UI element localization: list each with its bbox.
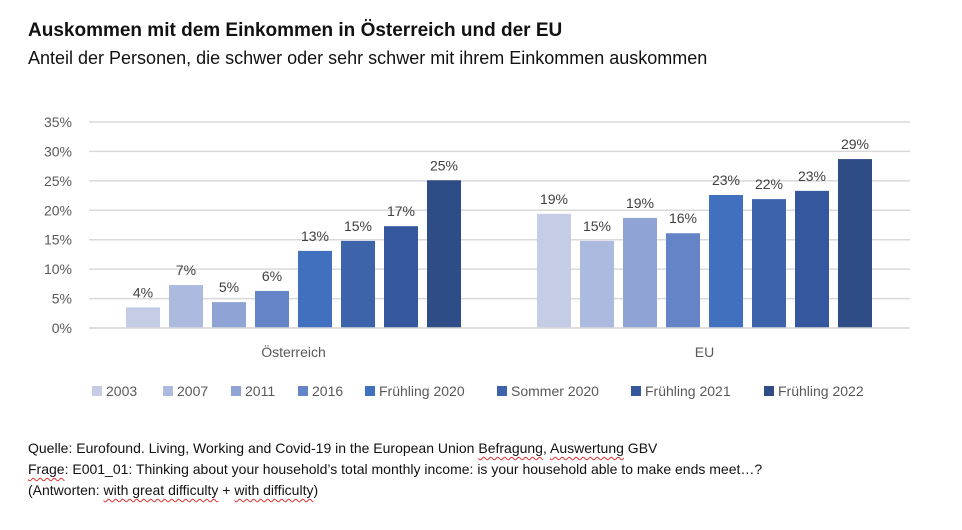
data-labels: 4% 7% 5% 6% 13% 15% 17% 25% 19% 15% 19% 16% 23% 22% 23… [133,136,869,300]
data-label: 6% [262,268,282,284]
data-label: 5% [219,279,239,295]
data-label: 19% [626,195,654,211]
bar [580,240,614,328]
bar [298,250,332,328]
bar [752,199,786,328]
y-tick-label: 15% [44,232,72,248]
answers-text: ) [313,482,319,498]
legend: 2003 2007 2011 2016 Frühling 2020 Sommer 2020… [92,383,864,399]
bar [384,226,418,328]
data-label: 15% [344,218,372,234]
legend-label: 2007 [177,383,208,399]
data-label: 23% [798,168,826,184]
y-tick-label: 20% [44,202,72,218]
bar [838,159,872,328]
bar-chart: 0% 5% 10% 15% 20% 25% 30% 35% 4% 7% 5% 6% 13% 15% 17%… [44,114,910,399]
legend-swatch [764,386,774,396]
legend-swatch [163,386,173,396]
bar [795,190,829,328]
data-label: 7% [176,262,196,278]
notes: Quelle: Eurofound. Living, Working and C… [28,438,762,501]
data-label: 19% [540,191,568,207]
legend-swatch [92,386,102,396]
legend-swatch [298,386,308,396]
source-sep: , [542,440,550,456]
source-text: Quelle: Eurofound. Living, Working and C… [28,440,479,456]
bar [537,213,571,328]
legend-label: 2011 [245,383,275,399]
category-label: EU [695,344,714,360]
y-tick-label: 30% [44,143,72,159]
bars [89,159,910,329]
chart-subtitle: Anteil der Personen, die schwer oder seh… [28,48,708,68]
question-text: : E001_01: Thinking about your household… [64,461,763,477]
y-tick-label: 5% [52,291,72,307]
gridlines [89,121,910,329]
y-tick-label: 10% [44,261,72,277]
source-note: Quelle: Eurofound. Living, Working and C… [28,438,762,459]
answers-word: with difficulty [234,482,314,498]
data-label: 4% [133,284,153,300]
y-tick-label: 35% [44,114,72,130]
bar [666,233,700,328]
legend-label: Frühling 2020 [379,383,465,399]
legend-swatch [631,386,641,396]
chart-title: Auskommen mit dem Einkommen in Österreic… [28,20,563,41]
bar [212,302,246,328]
source-word: Befragung [478,440,543,456]
data-label: 15% [583,218,611,234]
data-label: 25% [430,157,458,173]
data-label: 29% [841,136,869,152]
legend-label: Sommer 2020 [511,383,599,399]
question-note: Frage: E001_01: Thinking about your hous… [28,459,762,480]
question-word: Frage [28,461,65,477]
legend-label: Frühling 2021 [645,383,731,399]
legend-label: 2016 [312,383,343,399]
data-label: 16% [669,210,697,226]
y-axis-ticks: 0% 5% 10% 15% 20% 25% 30% 35% [44,114,72,336]
bar [255,290,289,328]
y-tick-label: 25% [44,173,72,189]
answers-sep: + [218,482,235,498]
legend-label: Frühling 2022 [778,383,864,399]
bar [126,307,160,328]
answers-word: with great difficulty [103,482,219,498]
category-labels: Österreich EU [261,343,714,360]
bar [427,180,461,328]
legend-swatch [365,386,375,396]
data-label: 13% [301,228,329,244]
data-label: 22% [755,176,783,192]
bar [623,217,657,328]
answers-note: (Antworten: with great difficulty + with… [28,480,762,501]
legend-label: 2003 [106,383,137,399]
data-label: 17% [387,203,415,219]
legend-swatch [497,386,507,396]
y-tick-label: 0% [52,320,72,336]
bar [169,285,203,328]
bar [341,240,375,328]
source-word: Auswertung [549,440,624,456]
category-label: Österreich [261,343,326,360]
data-label: 23% [712,172,740,188]
source-text: GBV [623,440,658,456]
bar [709,194,743,328]
legend-swatch [231,386,241,396]
answers-text: (Antworten: [28,482,104,498]
